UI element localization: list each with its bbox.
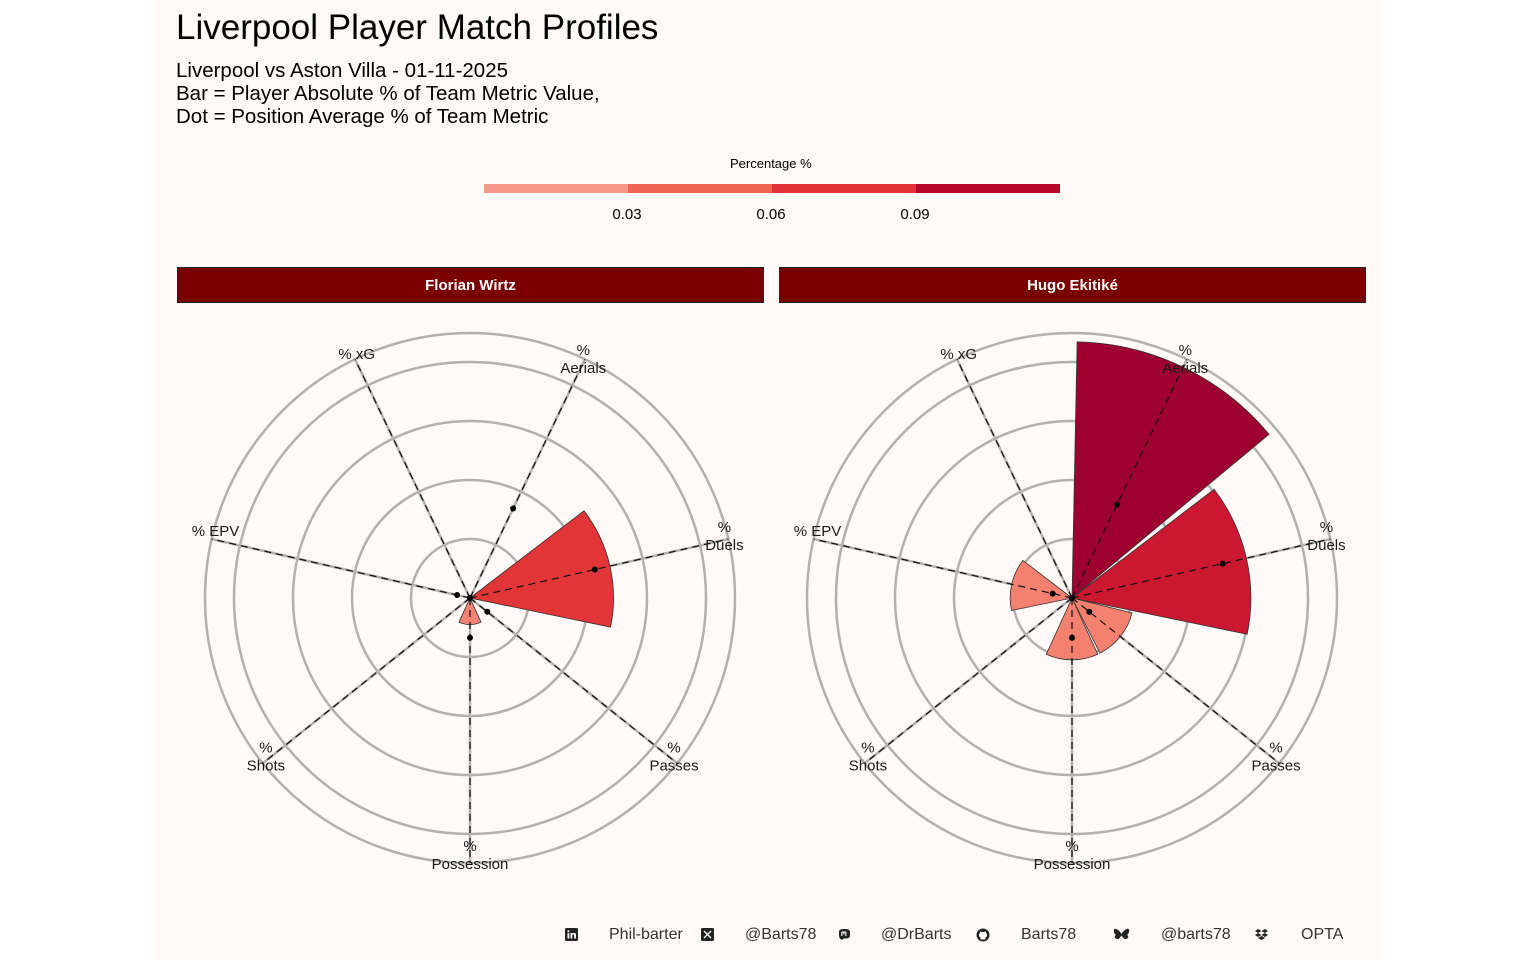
linkedin-icon[interactable] xyxy=(565,928,578,941)
category-axis-label: % Aerials xyxy=(1162,342,1208,377)
github-icon[interactable] xyxy=(976,928,990,942)
legend-title: Percentage % xyxy=(730,156,812,171)
footer-x-handle[interactable]: @Barts78 xyxy=(745,926,817,943)
category-dashed-line xyxy=(211,538,471,599)
category-axis-label: % Duels xyxy=(705,519,743,554)
position-average-dot xyxy=(1219,560,1226,567)
footer-data-source: OPTA xyxy=(1301,926,1344,943)
category-dashed-line xyxy=(813,538,1073,599)
position-average-dot xyxy=(467,595,473,601)
category-axis-label: % EPV xyxy=(794,523,842,540)
chart-subtitle-line-1: Liverpool vs Aston Villa - 01-11-2025 xyxy=(176,59,508,82)
category-dashed-line xyxy=(469,538,729,599)
category-dashed-line xyxy=(864,597,1073,764)
category-axis-label: % Passes xyxy=(649,740,698,775)
category-dashed-line xyxy=(354,358,471,599)
dropbox-icon[interactable] xyxy=(1254,928,1269,941)
category-dashed-line xyxy=(1071,358,1188,599)
bar-wedge xyxy=(1071,488,1252,635)
x-twitter-icon[interactable] xyxy=(701,928,714,941)
legend-color-segment xyxy=(628,184,772,193)
bluesky-icon[interactable] xyxy=(1113,928,1130,941)
category-dashed-line xyxy=(956,358,1073,599)
footer-github-handle[interactable]: Barts78 xyxy=(1021,926,1077,943)
legend-tick-label: 0.06 xyxy=(756,206,786,223)
category-axis-label: % xG xyxy=(338,346,375,363)
legend-color-segment xyxy=(772,184,916,193)
position-average-dot xyxy=(484,608,491,615)
position-average-dot xyxy=(1049,590,1056,597)
position-average-dot xyxy=(1069,634,1075,641)
legend-tick-label: 0.03 xyxy=(612,206,642,223)
footer-mastodon-handle[interactable]: @DrBarts xyxy=(881,926,952,943)
category-dashed-line xyxy=(1071,538,1331,599)
category-axis-label: % Shots xyxy=(247,740,285,775)
category-axis-label: % Possession xyxy=(1034,838,1111,873)
category-axis-label: % EPV xyxy=(192,523,240,540)
position-average-dot xyxy=(1069,595,1075,601)
category-dashed-line xyxy=(262,597,471,764)
category-axis-label: % Possession xyxy=(432,838,509,873)
position-average-dot xyxy=(591,566,598,573)
legend-tick-label: 0.09 xyxy=(900,206,930,223)
category-axis-label: % Passes xyxy=(1251,740,1300,775)
category-axis-label: % Aerials xyxy=(560,342,606,377)
chart-subtitle-line-3: Dot = Position Average % of Team Metric xyxy=(176,105,549,128)
facet-strip-player-2: Hugo Ekitiké xyxy=(779,267,1366,303)
position-average-dot xyxy=(1114,501,1121,508)
category-axis-label: % xG xyxy=(940,346,977,363)
category-dashed-line xyxy=(469,358,586,599)
footer-linkedin-handle[interactable]: Phil-barter xyxy=(609,926,683,943)
category-dashed-line xyxy=(469,597,678,764)
chart-subtitle-line-2: Bar = Player Absolute % of Team Metric V… xyxy=(176,82,600,105)
position-average-dot xyxy=(454,592,461,599)
position-average-dot xyxy=(1086,608,1093,615)
position-average-dot xyxy=(467,634,473,641)
mastodon-icon[interactable] xyxy=(838,928,851,941)
category-axis-label: % Shots xyxy=(849,740,887,775)
position-average-dot xyxy=(510,505,517,512)
facet-strip-player-1: Florian Wirtz xyxy=(177,267,764,303)
category-axis-label: % Duels xyxy=(1307,519,1345,554)
category-dashed-line xyxy=(1071,597,1280,764)
legend-color-segment xyxy=(916,184,1060,193)
chart-title: Liverpool Player Match Profiles xyxy=(176,8,659,47)
legend-color-segment xyxy=(484,184,628,193)
bar-wedge xyxy=(469,510,614,628)
footer-bluesky-handle[interactable]: @barts78 xyxy=(1161,926,1231,943)
